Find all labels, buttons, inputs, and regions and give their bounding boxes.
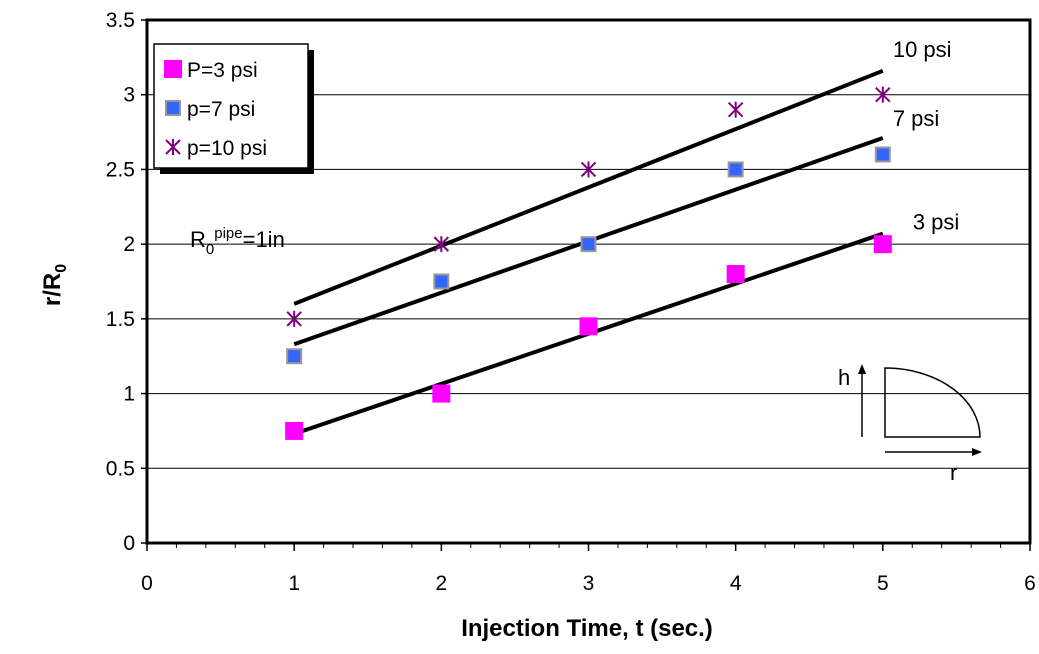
y-tick-label-1: 1 <box>123 383 135 406</box>
point-series2-x2 <box>433 273 450 290</box>
point-series2-x5 <box>874 146 891 163</box>
point-series2-x3 <box>580 236 597 253</box>
axes: 0 0.5 1 1.5 2 2.5 3 3.5 0 1 2 3 4 5 6 <box>106 9 1036 595</box>
plot-area-border <box>145 18 1032 545</box>
nozzle-geometry-inset: h r <box>838 364 982 485</box>
x-tick-label-4: 4 <box>730 572 742 595</box>
inset-quarter-circle <box>884 367 981 438</box>
point-series3-x1 <box>286 310 302 327</box>
point-series1-x3 <box>579 317 598 336</box>
legend-label-1: P=3 psi <box>187 59 258 82</box>
point-series1-x2 <box>432 384 451 403</box>
y-tick-label-0.5: 0.5 <box>106 457 135 480</box>
y-axis-title: r/R0 <box>39 264 70 306</box>
trendlines: 3 psi 7 psi 10 psi <box>293 37 959 436</box>
x-tick-label-3: 3 <box>583 572 595 595</box>
point-series3-x3 <box>580 161 597 178</box>
trendline-label-3-psi: 3 psi <box>913 210 959 235</box>
legend-marker-1 <box>164 60 182 78</box>
legend-marker-3 <box>165 139 181 155</box>
annotation-superscript: pipe <box>214 225 242 242</box>
legend: P=3 psi p=7 psi p=10 psi <box>153 43 314 174</box>
trendline-label-7-psi: 7 psi <box>893 106 939 131</box>
inset-h-label: h <box>838 365 850 390</box>
x-tick-label-5: 5 <box>877 572 889 595</box>
trendline-10-psi <box>293 68 884 306</box>
y-tick-label-3.5: 3.5 <box>106 9 135 32</box>
x-tick-label-1: 1 <box>288 572 300 595</box>
x-tick-label-2: 2 <box>435 572 447 595</box>
y-tick-label-2: 2 <box>123 233 135 256</box>
y-tick-label-2.5: 2.5 <box>106 158 135 181</box>
inset-r-label: r <box>950 460 957 485</box>
legend-label-3: p=10 psi <box>187 137 267 160</box>
trendline-label-10-psi: 10 psi <box>893 37 952 62</box>
point-series3-x4 <box>727 101 744 118</box>
y-tick-label-3: 3 <box>123 84 135 107</box>
pipe-radius-annotation: R0pipe=1in <box>190 225 285 258</box>
inset-r-arrowhead <box>972 448 982 456</box>
annotation-tail: =1in <box>243 227 285 252</box>
point-series3-x5 <box>875 86 891 103</box>
data-points <box>285 86 892 440</box>
y-tick-label-0: 0 <box>123 532 135 555</box>
annotation-subscript: 0 <box>206 241 214 258</box>
legend-marker-2 <box>165 100 181 116</box>
x-tick-label-6: 6 <box>1024 572 1036 595</box>
legend-label-2: p=7 psi <box>187 98 255 121</box>
point-series2-x1 <box>286 348 303 365</box>
y-tick-label-1.5: 1.5 <box>106 308 135 331</box>
point-series2-x4 <box>727 161 744 178</box>
x-axis-title: Injection Time, t (sec.) <box>461 615 713 642</box>
point-series1-x4 <box>726 265 745 284</box>
point-series3-x2 <box>433 236 450 253</box>
y-axis-title-subscript: 0 <box>53 264 70 273</box>
x-tick-label-0: 0 <box>141 572 153 595</box>
inset-h-arrowhead <box>858 364 866 374</box>
point-series1-x5 <box>873 235 892 254</box>
point-series1-x1 <box>285 421 304 440</box>
